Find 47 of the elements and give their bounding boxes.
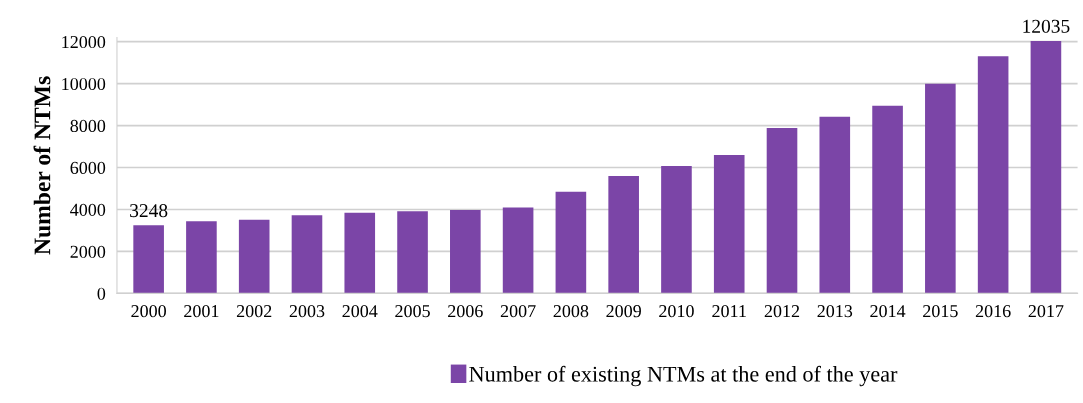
- bar: [766, 127, 798, 294]
- y-tick-label: 12000: [62, 35, 106, 49]
- x-tick-label: 2013: [817, 305, 853, 318]
- x-tick-label: 2001: [184, 305, 219, 318]
- bar: [925, 83, 956, 294]
- y-tick-label: 6000: [70, 161, 106, 174]
- data-label: 12035: [1023, 19, 1070, 33]
- y-tick-label: 10000: [62, 77, 106, 91]
- bar: [133, 225, 164, 294]
- x-tick-label: 2016: [975, 305, 1011, 318]
- bar: [291, 215, 323, 294]
- x-tick-label: 2006: [448, 305, 483, 318]
- bar: [1030, 40, 1062, 294]
- x-tick-label: 2003: [289, 305, 325, 318]
- x-tick-label: 2000: [131, 305, 166, 318]
- x-tick-label: 2008: [553, 305, 589, 318]
- bar: [661, 166, 692, 294]
- x-tick-label: 2014: [870, 305, 906, 318]
- bar: [872, 105, 903, 294]
- x-tick-label: 2010: [659, 305, 694, 318]
- legend-label: Number of existing NTMs at the end of the year: [469, 365, 898, 387]
- bar: [397, 211, 428, 294]
- bar: [977, 56, 1009, 294]
- y-tick-label: 2000: [70, 245, 106, 258]
- x-tick-label: 2002: [236, 305, 272, 318]
- x-tick-label: 2009: [606, 305, 641, 318]
- y-axis-title: Number of NTMs: [33, 76, 51, 255]
- y-tick-label: 0: [97, 287, 106, 300]
- bar: [713, 154, 745, 294]
- y-tick-label: 8000: [70, 119, 106, 133]
- bar: [450, 210, 481, 294]
- bar: [555, 191, 587, 294]
- data-label: 3248: [130, 204, 168, 218]
- bar: [344, 212, 376, 294]
- bar: [608, 175, 639, 294]
- x-tick-label: 2011: [712, 305, 746, 318]
- x-tick-label: 2004: [342, 305, 378, 318]
- x-tick-label: 2005: [395, 305, 430, 318]
- y-tick-label: 4000: [70, 203, 106, 216]
- bar: [238, 219, 270, 294]
- bar: [819, 116, 851, 294]
- bar: [186, 221, 217, 294]
- x-tick-label: 2012: [764, 305, 800, 318]
- x-tick-label: 2007: [500, 305, 536, 318]
- x-tick-label: 2015: [923, 305, 958, 318]
- x-tick-label: 2017: [1028, 305, 1064, 318]
- bar: [502, 207, 534, 294]
